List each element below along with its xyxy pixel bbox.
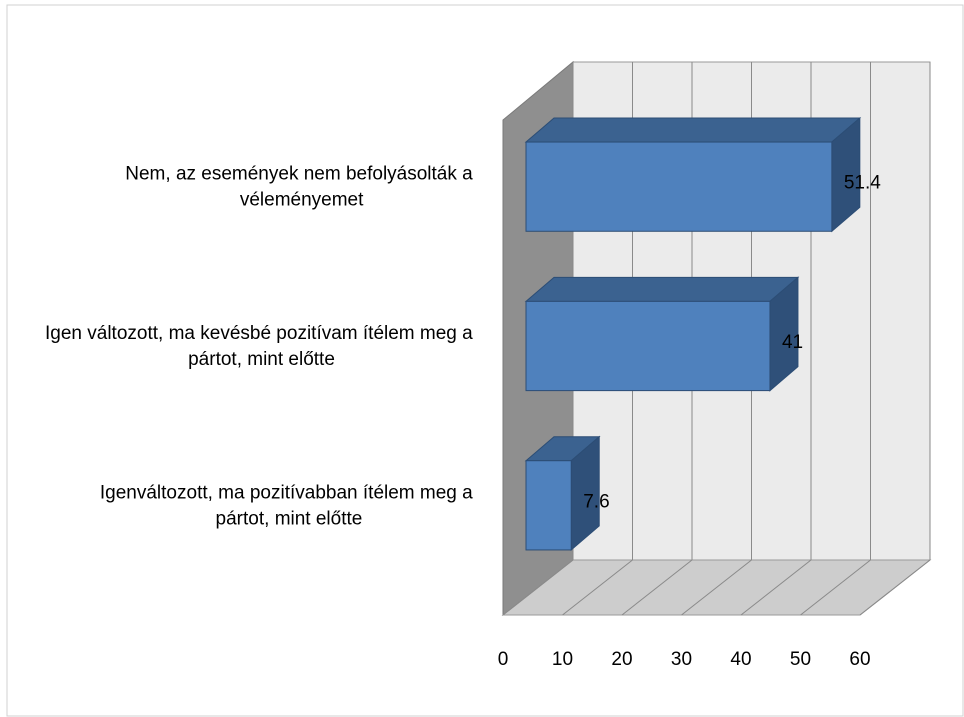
x-tick-label: 10 [552,649,573,670]
x-tick-label: 40 [730,649,751,670]
category-label-line: Nem, az események nem befolyásolták a [125,164,478,185]
bar [525,460,572,551]
x-tick-label: 50 [790,649,811,670]
category-label-line: véleményemet [240,190,364,211]
grid-line [740,559,812,616]
bar [525,141,833,232]
category-label: Nem, az események nem befolyásolták a vé… [125,164,478,211]
bar [525,300,771,392]
data-label: 51.4 [844,173,881,194]
category-label-line: pártot, mint előtte [188,349,335,370]
x-tick-label: 60 [849,649,870,670]
category-label: Igen változott, ma kevésbé pozitívam íté… [45,323,478,370]
x-tick-label: 0 [498,649,509,670]
bar-top [524,117,862,143]
category-label: Igenváltozott, ma pozitívabban ítélem me… [100,482,478,529]
grid-line [681,559,752,616]
bar-top [524,276,800,302]
data-label: 7.6 [583,491,609,512]
category-label-line: Igenváltozott, ma pozitívabban ítélem me… [100,482,478,503]
grid-line [621,559,693,616]
grid-line [562,559,633,616]
x-tick-label: 20 [611,649,632,670]
data-label: 41 [782,332,803,353]
grid-line [502,559,574,616]
grid-line [859,559,931,616]
category-label-line: Igen változott, ma kevésbé pozitívam íté… [45,323,478,344]
grid-line [800,559,871,616]
x-tick-label: 30 [671,649,692,670]
category-label-line: pártot, mint előtte [216,508,363,529]
